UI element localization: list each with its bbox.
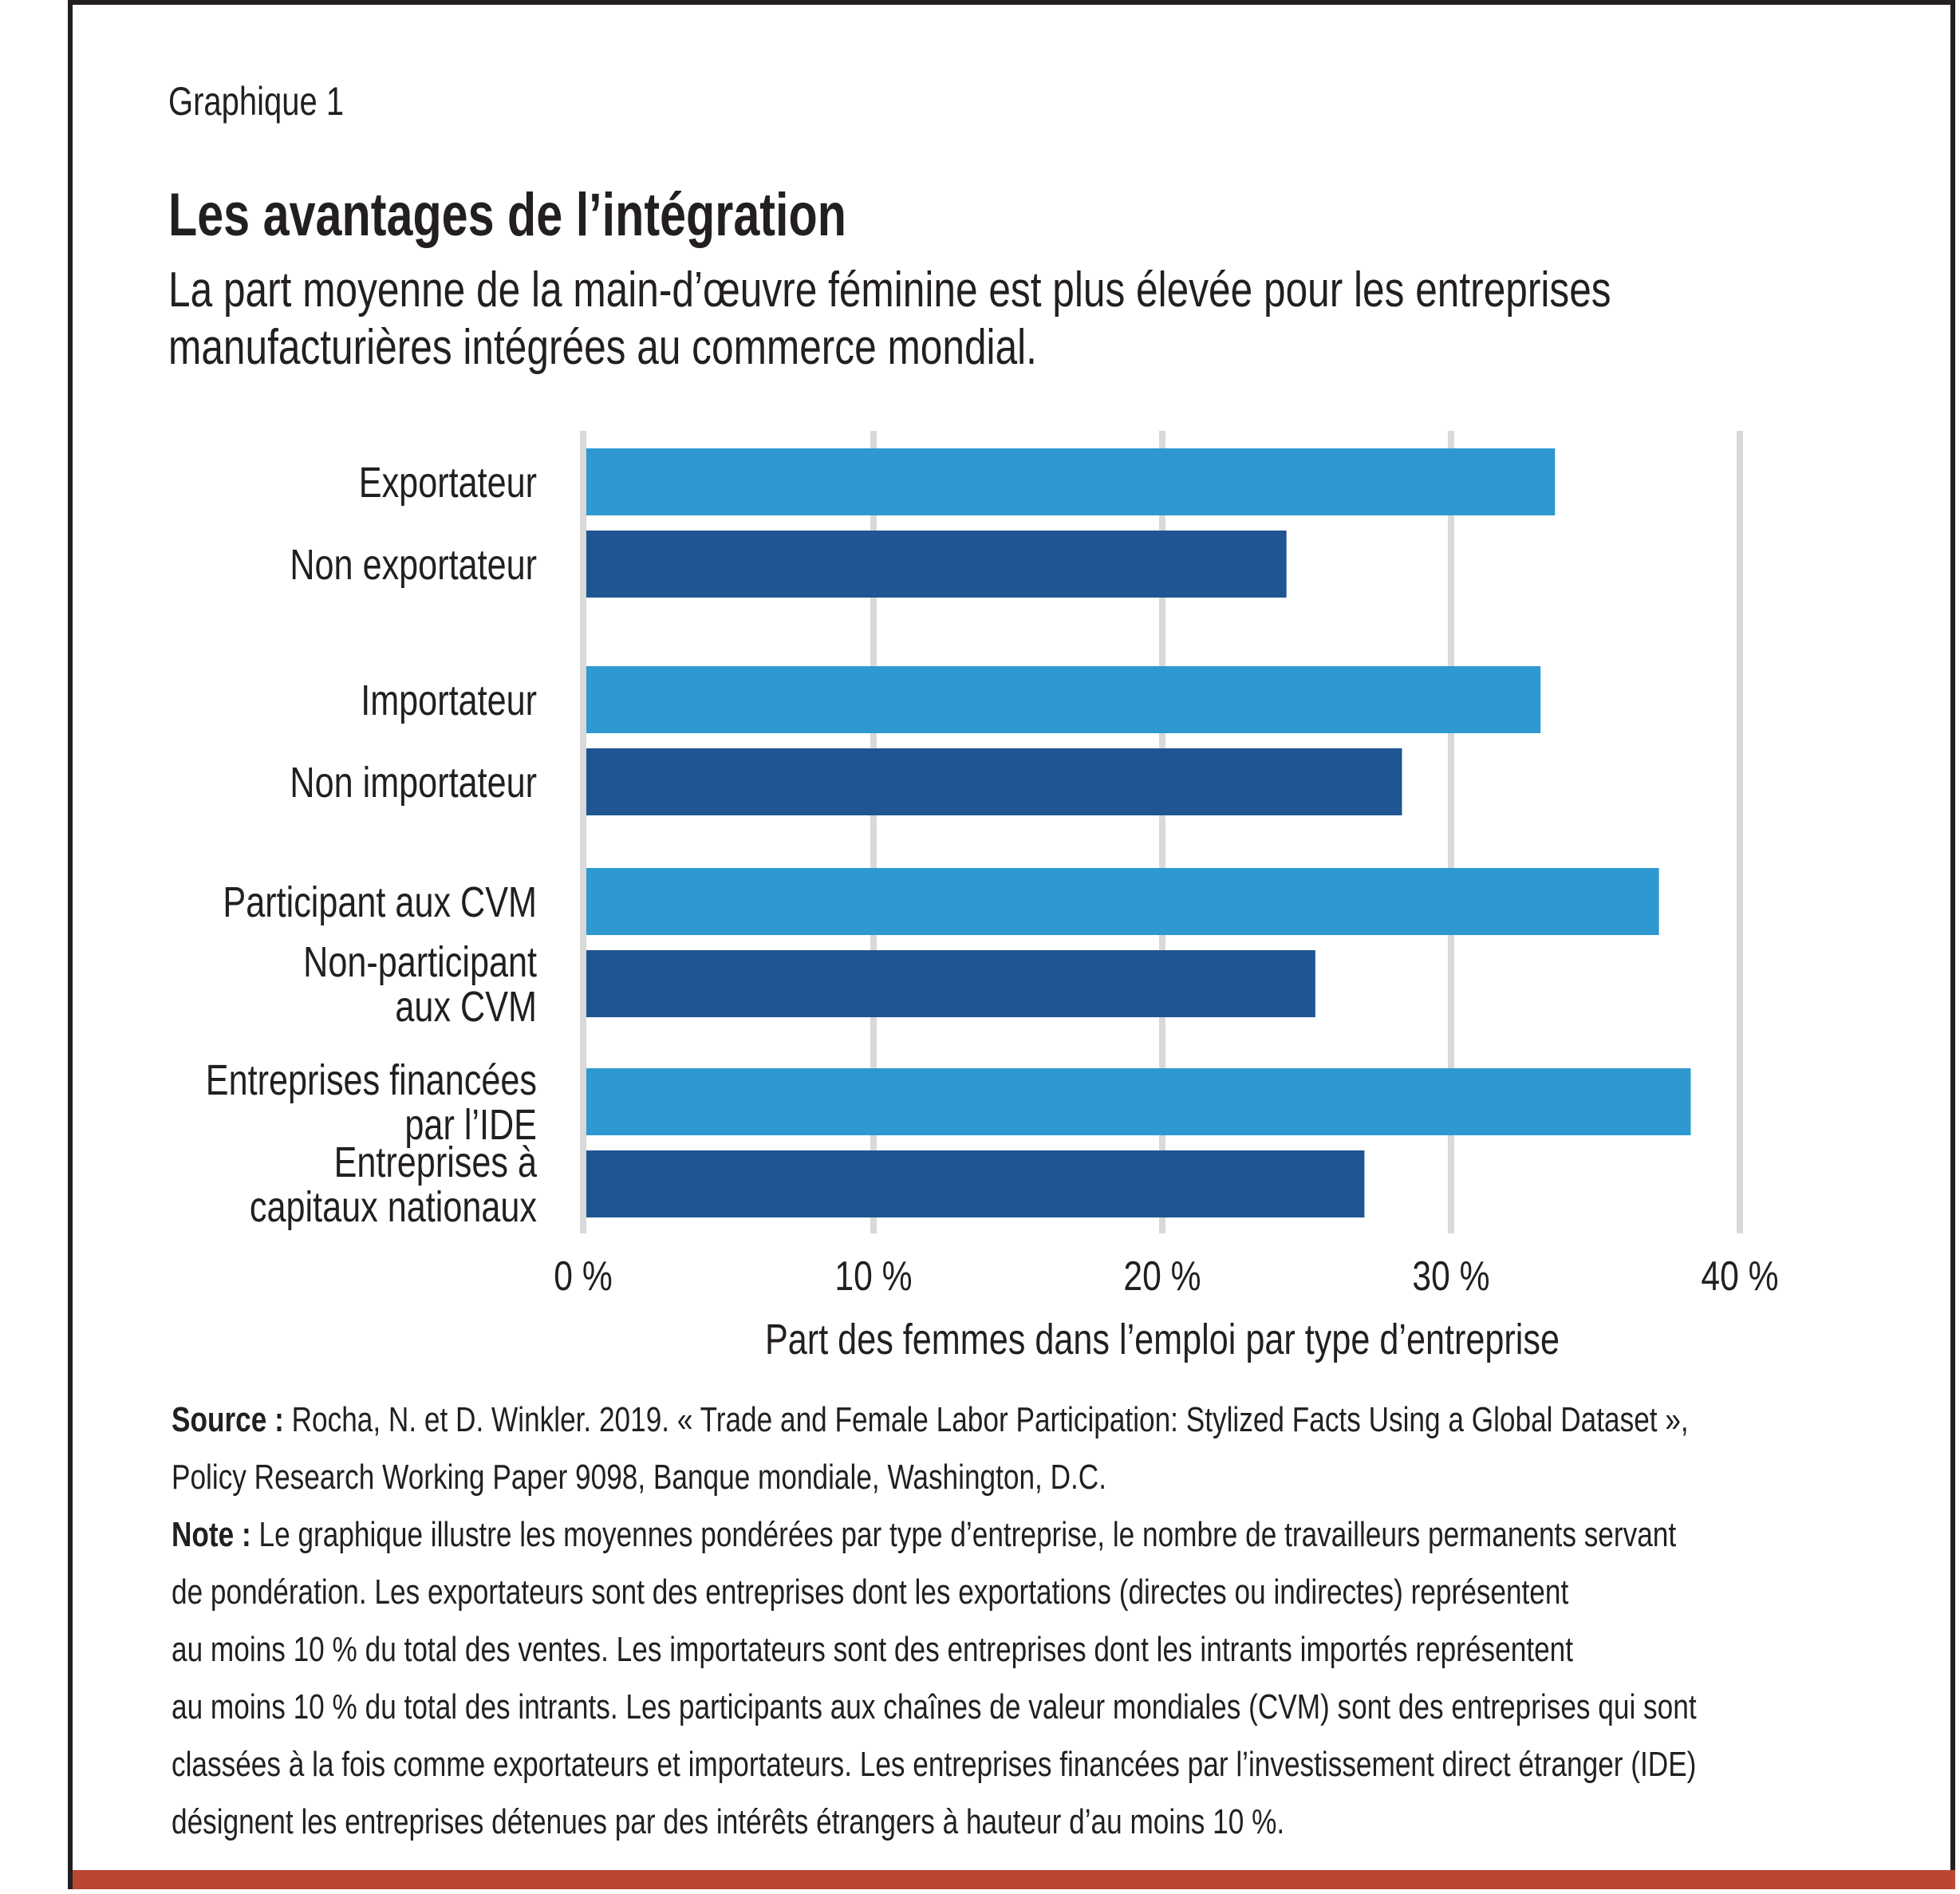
bar-integrated (586, 448, 1556, 515)
bar-non-integrated (586, 531, 1287, 598)
category-label: Exportateur (359, 460, 537, 507)
gridlines (580, 431, 1743, 1233)
chart-subtitle-line: manufacturières intégrées au commerce mo… (168, 320, 1037, 375)
note-text: au moins 10 % du total des ventes. Les i… (172, 1630, 1574, 1669)
note-line: désignent les entreprises détenues par d… (172, 1802, 1284, 1842)
note-line: Note : Le graphique illustre les moyenne… (172, 1515, 1676, 1555)
category-label: Participant aux CVM (223, 879, 537, 927)
note-text: Le graphique illustre les moyennes pondé… (250, 1515, 1677, 1554)
category-label: Entreprises à (334, 1139, 538, 1187)
bars (586, 448, 1691, 1217)
source-line: Source : Rocha, N. et D. Winkler. 2019. … (172, 1400, 1689, 1440)
source-line: Policy Research Working Paper 9098, Banq… (172, 1458, 1106, 1497)
x-axis-ticks: 0 % 10 % 20 % 30 % 40 % (554, 1253, 1778, 1300)
chart-subtitle-line: La part moyenne de la main-d’œuvre fémin… (168, 262, 1611, 318)
category-label: capitaux nationaux (250, 1184, 537, 1232)
note-text: de pondération. Les exportateurs sont de… (172, 1572, 1569, 1612)
gridline (580, 431, 586, 1233)
bar-non-integrated (586, 950, 1315, 1017)
bar-integrated (586, 1068, 1691, 1135)
note-line: classées à la fois comme exportateurs et… (172, 1745, 1696, 1785)
bar-integrated (586, 868, 1659, 935)
gridline (1737, 431, 1743, 1233)
note-text: désignent les entreprises détenues par d… (172, 1802, 1285, 1841)
x-tick-label: 30 % (1412, 1253, 1489, 1300)
x-tick-label: 20 % (1123, 1253, 1201, 1300)
x-tick-label: 40 % (1701, 1253, 1778, 1300)
accent-bar (73, 1870, 1955, 1889)
note-text: classées à la fois comme exportateurs et… (172, 1745, 1697, 1784)
category-label: Entreprises financées (206, 1057, 537, 1105)
category-label: Importateur (361, 677, 537, 725)
source-label: Source : (172, 1400, 284, 1439)
note-line: au moins 10 % du total des ventes. Les i… (172, 1630, 1573, 1670)
bar-integrated (586, 666, 1541, 733)
note-text: au moins 10 % du total des intrants. Les… (172, 1687, 1697, 1726)
category-label: Non exportateur (290, 542, 537, 590)
note-text: Rocha, N. et D. Winkler. 2019. « Trade a… (283, 1400, 1689, 1439)
category-label: Non importateur (290, 760, 537, 807)
gridline (1159, 431, 1165, 1233)
category-label: aux CVM (395, 984, 537, 1032)
category-label: Non-participant (303, 939, 537, 987)
x-axis-title: Part des femmes dans l’emploi par type d… (765, 1316, 1560, 1364)
bar-non-integrated (586, 748, 1402, 815)
note-line: au moins 10 % du total des intrants. Les… (172, 1687, 1697, 1727)
figure-label: Graphique 1 (168, 79, 345, 124)
x-tick-label: 0 % (554, 1253, 612, 1300)
x-tick-label: 10 % (834, 1253, 912, 1300)
gridline (1448, 431, 1454, 1233)
note-text: Policy Research Working Paper 9098, Banq… (172, 1458, 1106, 1497)
bar-non-integrated (586, 1150, 1365, 1217)
category-labels: Exportateur Non exportateur Importateur Non… (206, 460, 538, 1232)
note-label: Note : (172, 1515, 251, 1554)
category-label: par l’IDE (404, 1102, 537, 1150)
note-line: de pondération. Les exportateurs sont de… (172, 1572, 1568, 1612)
gridline (870, 431, 877, 1233)
chart-title: Les avantages de l’intégration (168, 181, 846, 249)
